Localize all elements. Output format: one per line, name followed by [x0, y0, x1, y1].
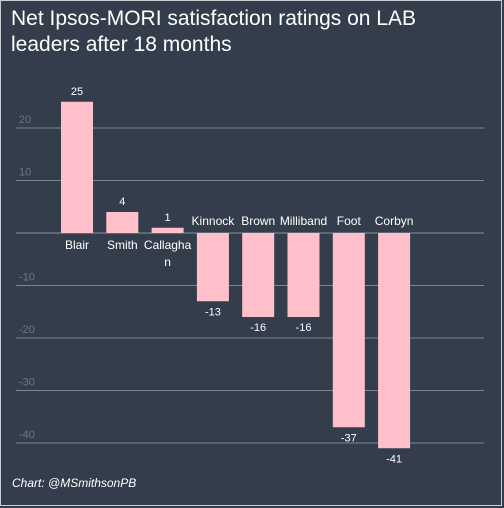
category-label: Corbyn	[375, 214, 414, 228]
category-label: n	[164, 255, 171, 269]
bar	[378, 233, 411, 449]
category-label: Kinnock	[192, 214, 236, 228]
y-tick-label: 10	[19, 167, 31, 179]
category-label: Smith	[107, 238, 138, 252]
bar	[332, 233, 365, 428]
bar	[151, 227, 184, 233]
category-label: Foot	[337, 214, 362, 228]
y-tick-label: -20	[19, 324, 35, 336]
bar	[242, 233, 275, 317]
data-label: -13	[205, 306, 221, 318]
chart-credit: Chart: @MSmithsonPB	[12, 476, 137, 490]
data-label: 1	[165, 212, 171, 224]
data-label: 25	[71, 86, 83, 98]
y-tick-label: -10	[19, 272, 35, 284]
category-label: Milliband	[280, 214, 327, 228]
data-label: 4	[119, 196, 125, 208]
bar	[196, 233, 229, 302]
data-label: -41	[386, 453, 402, 465]
data-label: -37	[341, 432, 357, 444]
y-tick-label: -30	[19, 377, 35, 389]
bar	[106, 212, 139, 233]
bar	[287, 233, 320, 317]
category-label: Blair	[65, 238, 89, 252]
y-tick-label: 20	[19, 114, 31, 126]
category-label: Callagha	[144, 238, 192, 252]
category-label: Brown	[241, 214, 275, 228]
y-tick-label: -40	[19, 429, 35, 441]
bar	[61, 101, 93, 233]
data-label: -16	[296, 322, 312, 334]
data-label: -16	[250, 322, 266, 334]
chart-title: Net Ipsos-MORI satisfaction ratings on L…	[11, 7, 416, 56]
